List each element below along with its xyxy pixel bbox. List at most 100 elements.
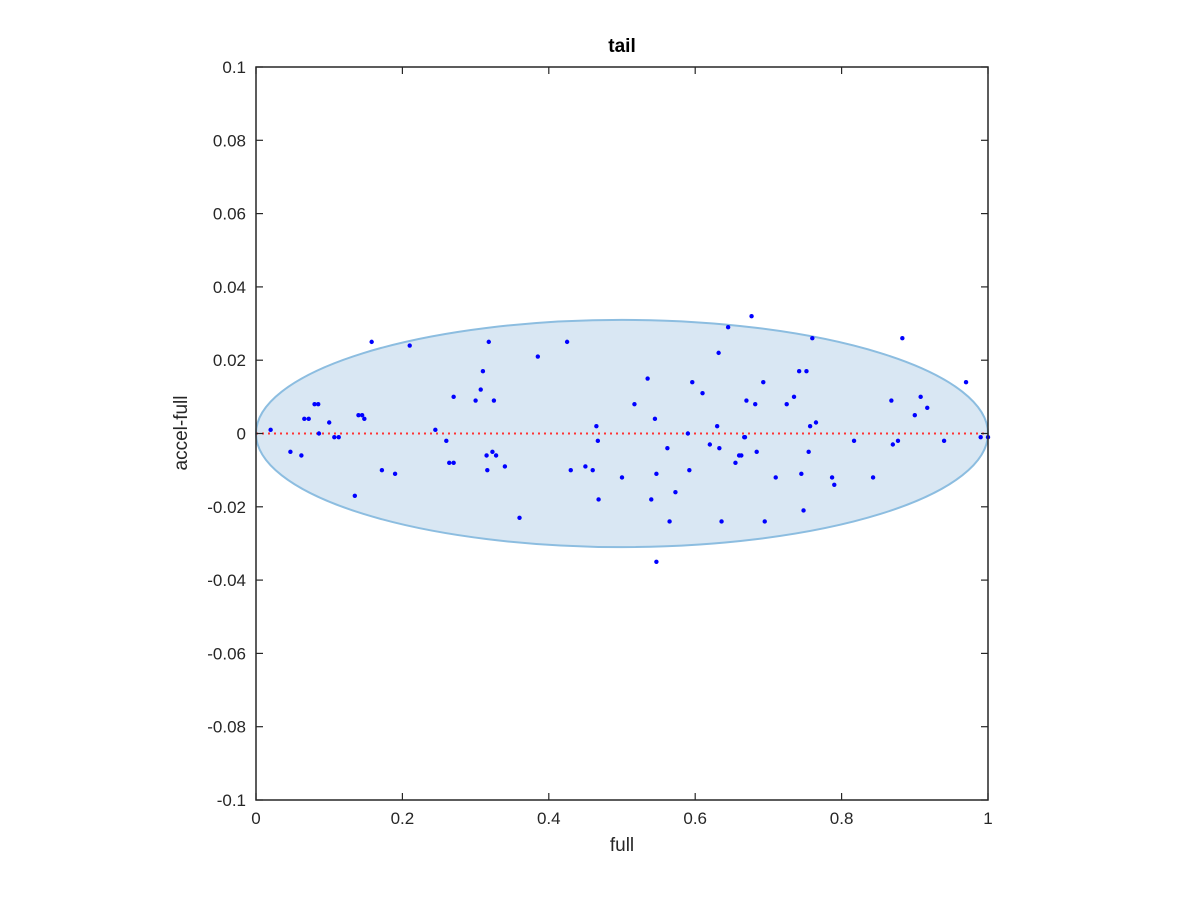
data-point [806, 449, 811, 455]
data-point [832, 482, 837, 488]
data-point [742, 434, 748, 440]
x-tick-label: 0.6 [683, 809, 707, 828]
data-point [316, 431, 322, 436]
data-point [493, 453, 499, 458]
y-tick-label: 0.06 [213, 205, 246, 224]
data-point [447, 460, 452, 466]
data-point [517, 515, 522, 520]
data-point [486, 339, 491, 345]
data-point [595, 438, 601, 444]
data-point [451, 460, 456, 466]
y-tick-label: -0.06 [207, 644, 246, 663]
data-point [700, 390, 705, 396]
data-point [799, 471, 804, 477]
data-point [791, 394, 797, 400]
y-tick-label: -0.1 [217, 791, 246, 810]
data-point [356, 412, 361, 418]
data-point [480, 368, 486, 374]
data-point [810, 336, 815, 341]
x-tick-label: 0.4 [537, 809, 561, 828]
data-point [485, 467, 490, 473]
data-point [491, 398, 497, 403]
data-point [716, 350, 721, 356]
data-point [829, 475, 835, 480]
data-point [327, 420, 332, 425]
x-axis-label: full [610, 835, 634, 856]
data-point [478, 387, 483, 392]
y-tick-label: 0.02 [213, 351, 246, 370]
data-point [744, 398, 749, 403]
data-point [707, 442, 713, 447]
data-point [753, 401, 758, 407]
x-tick-label: 0.2 [391, 809, 415, 828]
data-point [673, 489, 678, 495]
data-point [444, 438, 449, 444]
data-point [761, 379, 766, 385]
y-axis-label: accel-full [171, 396, 192, 471]
data-point [717, 445, 722, 451]
data-point [895, 438, 901, 444]
data-point [392, 471, 398, 477]
data-point [665, 445, 670, 451]
data-point [654, 559, 659, 564]
data-point [851, 438, 857, 444]
data-point [963, 379, 969, 385]
data-point [667, 519, 672, 524]
data-point [649, 497, 654, 502]
data-point [299, 453, 304, 458]
data-point [733, 460, 738, 466]
data-point [784, 401, 789, 407]
data-point [594, 423, 599, 429]
y-tick-label: 0 [237, 425, 246, 444]
data-point [306, 416, 311, 422]
data-point [316, 401, 321, 407]
data-point [900, 336, 905, 341]
data-point [451, 394, 456, 400]
data-point [362, 416, 367, 422]
y-tick-label: -0.08 [207, 718, 246, 737]
data-point [690, 379, 695, 385]
data-point [754, 449, 759, 455]
data-point [796, 368, 802, 374]
data-point [583, 464, 588, 469]
data-point [568, 467, 573, 473]
y-tick-label: 0.04 [213, 278, 246, 297]
data-point [619, 475, 625, 480]
data-point [490, 449, 495, 455]
chart-title: tail [608, 36, 635, 57]
data-point [268, 427, 273, 433]
data-point [336, 434, 341, 440]
data-point [978, 434, 983, 440]
data-point [652, 416, 658, 422]
data-point [714, 423, 720, 429]
data-point [288, 449, 293, 455]
data-point [535, 354, 541, 359]
data-point [804, 368, 809, 374]
data-point [870, 475, 876, 480]
y-tick-label: 0.1 [222, 58, 246, 77]
data-point [773, 475, 778, 480]
data-point [739, 453, 744, 458]
data-point [941, 438, 947, 444]
data-point [749, 314, 754, 319]
y-tick-label: -0.04 [207, 571, 246, 590]
data-point [473, 398, 478, 403]
data-point [312, 401, 317, 407]
data-point [359, 412, 365, 418]
x-tick-label: 0 [251, 809, 260, 828]
data-point [918, 394, 923, 400]
data-point [302, 416, 307, 422]
data-point [890, 442, 896, 447]
data-point [564, 339, 570, 345]
data-point [687, 467, 692, 473]
data-point [645, 376, 650, 381]
data-point [502, 464, 508, 469]
data-point [762, 519, 767, 524]
data-point [813, 420, 819, 425]
data-point [369, 339, 374, 345]
x-tick-label: 1 [983, 809, 992, 828]
x-tick-label: 0.8 [830, 809, 854, 828]
data-point [654, 471, 659, 477]
y-tick-label: 0.08 [213, 131, 246, 150]
